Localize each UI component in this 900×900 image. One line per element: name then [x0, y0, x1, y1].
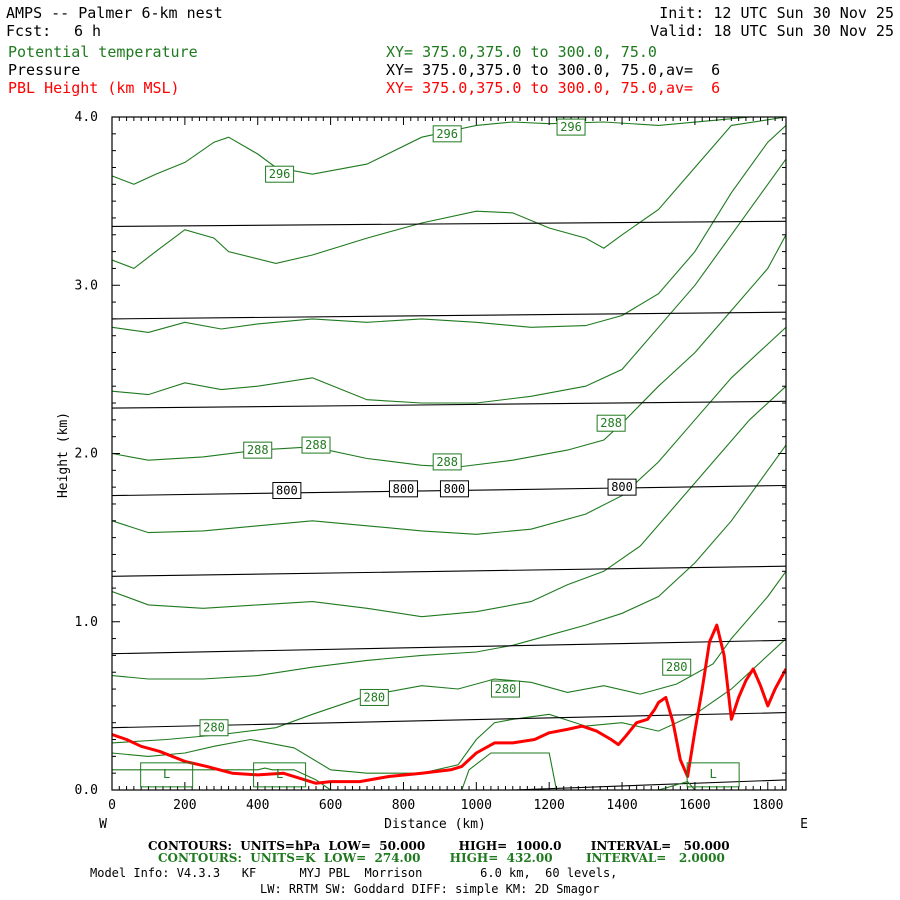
pressure-line-3	[112, 400, 786, 409]
legend-pbl-name: PBL Height (km MSL)	[8, 79, 180, 97]
legend-pbl-xy: XY= 375.0,375.0 to 300.0, 75.0,av= 6	[386, 79, 721, 97]
svg-text:800: 800	[611, 480, 633, 494]
x-tick-label: 1800	[752, 798, 783, 813]
svg-text:288: 288	[600, 416, 622, 430]
west-label: W	[99, 817, 107, 832]
theta-line-0	[112, 117, 786, 185]
theta-label: 296	[432, 125, 462, 143]
legend-theta-xy: XY= 375.0,375.0 to 300.0, 75.0	[386, 43, 657, 61]
svg-text:800: 800	[276, 484, 298, 498]
x-axis-label: Distance (km)	[384, 817, 486, 832]
svg-text:L: L	[163, 767, 170, 781]
theta-label: 288	[301, 436, 331, 454]
svg-text:280: 280	[495, 682, 517, 696]
svg-text:288: 288	[247, 443, 269, 457]
svg-text:288: 288	[305, 438, 327, 452]
forecast-value: 6 h	[74, 22, 102, 40]
svg-text:L: L	[710, 767, 717, 781]
theta-contours	[112, 117, 786, 774]
pressure-line-5	[112, 639, 786, 655]
pressure-line-2	[112, 311, 786, 320]
theta-label: 280	[199, 719, 229, 737]
footer-theta-contours: CONTOURS: UNITS=K LOW= 274.00 HIGH= 432.…	[158, 851, 725, 865]
theta-line-8	[112, 570, 786, 744]
forecast-label: Fcst:	[6, 22, 52, 40]
axis-ticks: 0 200 400 600 800 1000 1200 1400 1600 1800 0.0 1.0 2…	[75, 110, 786, 813]
svg-text:296: 296	[560, 120, 582, 134]
legend-pressure-name: Pressure	[8, 61, 81, 79]
x-tick-label: 800	[392, 798, 415, 813]
y-tick-label: 0.0	[75, 783, 98, 798]
svg-text:288: 288	[436, 455, 458, 469]
svg-text:280: 280	[203, 721, 225, 735]
theta-line-7	[112, 444, 786, 680]
theta-line-9	[112, 638, 786, 774]
low-marker: L	[253, 762, 307, 788]
x-tick-label: 1200	[534, 798, 565, 813]
pressure-line-4	[112, 565, 786, 577]
svg-text:L: L	[276, 767, 283, 781]
pbl-height	[112, 623, 786, 785]
x-tick-label: 1400	[606, 798, 637, 813]
init-time: Init: 12 UTC Sun 30 Nov 25	[659, 4, 894, 22]
theta-label: 296	[265, 165, 295, 183]
y-tick-label: 1.0	[75, 615, 98, 630]
svg-text:296: 296	[436, 127, 458, 141]
pressure-label: 800	[607, 478, 637, 496]
x-tick-label: 400	[246, 798, 269, 813]
theta-label: 296	[556, 118, 586, 136]
theta-line-4	[112, 234, 786, 468]
theta-label: 288	[432, 453, 462, 471]
svg-text:800: 800	[444, 482, 466, 496]
contour-labels: 296 296 296 288 288 288 288 280 280 280 280 800 800 8…	[140, 118, 740, 788]
legend-theta-name: Potential temperature	[8, 43, 198, 61]
x-tick-label: 200	[173, 798, 196, 813]
pressure-label: 800	[439, 480, 469, 498]
theta-line-2	[112, 124, 786, 333]
valid-time: Valid: 18 UTC Sun 30 Nov 25	[650, 22, 894, 40]
y-tick-label: 3.0	[75, 278, 98, 293]
theta-line-5	[112, 326, 786, 535]
x-tick-label: 0	[108, 798, 116, 813]
footer-pressure-contours: CONTOURS: UNITS=hPa LOW= 50.000 HIGH= 10…	[148, 839, 730, 853]
theta-label: 280	[662, 658, 692, 676]
chart-title: AMPS -- Palmer 6-km nest	[6, 4, 223, 22]
theta-line-1	[112, 117, 786, 270]
theta-label: 288	[596, 414, 626, 432]
svg-text:280: 280	[666, 660, 688, 674]
low-marker: L	[686, 762, 740, 788]
east-label: E	[800, 817, 808, 832]
pressure-line-1	[112, 220, 786, 227]
theta-line-6	[112, 385, 786, 618]
svg-text:800: 800	[393, 482, 415, 496]
low-marker: L	[140, 762, 194, 788]
theta-label: 288	[243, 441, 273, 459]
theta-label: 280	[359, 688, 389, 706]
x-tick-label: 1600	[679, 798, 710, 813]
legend-pressure-xy: XY= 375.0,375.0 to 300.0, 75.0,av= 6	[386, 61, 721, 79]
x-tick-label: 600	[319, 798, 342, 813]
y-tick-label: 2.0	[75, 447, 98, 462]
svg-text:280: 280	[363, 690, 385, 704]
svg-text:296: 296	[269, 167, 291, 181]
y-tick-label: 4.0	[75, 110, 98, 125]
pressure-label: 800	[272, 482, 302, 500]
pressure-label: 800	[388, 480, 418, 498]
pressure-contours	[112, 220, 786, 790]
y-axis-label: Height (km)	[56, 412, 71, 498]
pressure-line-7	[512, 779, 786, 790]
theta-line-3	[112, 158, 786, 404]
pbl-height-line	[112, 623, 786, 785]
footer-model-info-2: LW: RRTM SW: Goddard DIFF: simple KM: 2D…	[260, 882, 600, 896]
x-tick-label: 1000	[461, 798, 492, 813]
footer-model-info: Model Info: V4.3.3 KF MYJ PBL Morrison 6…	[90, 866, 618, 880]
theta-label: 280	[490, 680, 520, 698]
